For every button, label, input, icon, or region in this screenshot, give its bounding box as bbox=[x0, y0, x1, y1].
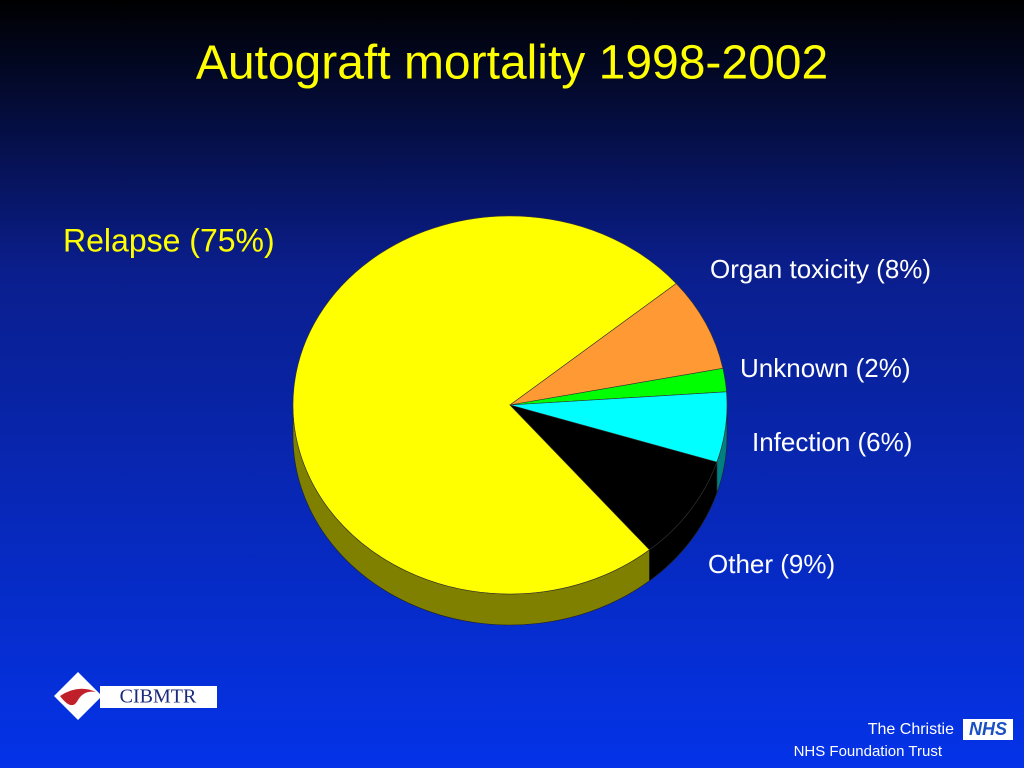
slice-label: Infection (6%) bbox=[752, 427, 912, 457]
slice bbox=[292, 215, 677, 595]
trust-name: The Christie bbox=[868, 721, 954, 738]
chart-title: Autograft mortality 1998-2002 bbox=[196, 37, 828, 90]
slice-label: Other (9%) bbox=[708, 549, 835, 579]
slice bbox=[509, 404, 718, 551]
nhs-logo: NHS bbox=[969, 719, 1007, 739]
nhs-box bbox=[963, 719, 1013, 740]
slice-label: Unknown (2%) bbox=[740, 353, 911, 383]
logo-swoosh bbox=[60, 688, 96, 706]
slice-label: Relapse (75%) bbox=[63, 222, 275, 258]
pie bbox=[292, 215, 728, 626]
logo-text: CIBMTR bbox=[120, 686, 197, 708]
logo-box bbox=[100, 686, 217, 708]
slice bbox=[509, 283, 724, 406]
slice-label: Organ toxicity (8%) bbox=[710, 254, 931, 284]
trust-type: NHS Foundation Trust bbox=[794, 743, 943, 760]
cibmtr-logo: CIBMTR bbox=[54, 672, 217, 720]
